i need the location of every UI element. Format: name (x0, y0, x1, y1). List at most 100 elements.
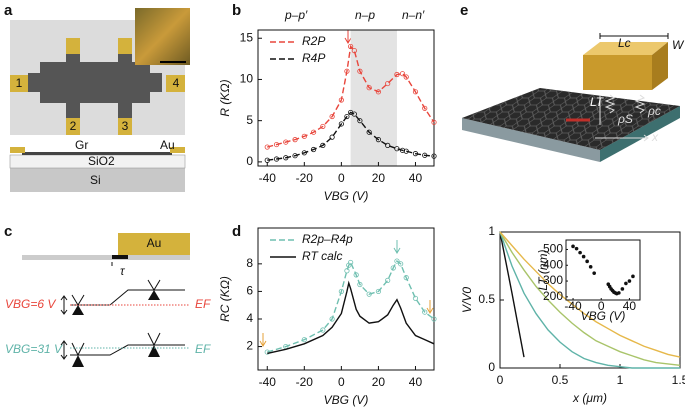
y-tick-label: 2 (246, 339, 253, 353)
data-point (620, 287, 625, 291)
panel-label: a (4, 2, 13, 19)
data-point (571, 244, 575, 249)
y-tick-label: 8 (246, 256, 253, 270)
series-line (499, 231, 680, 369)
y-tick-label: 10 (240, 72, 254, 86)
y-tick-label: 6 (246, 284, 253, 298)
data-point (357, 68, 363, 74)
region-label: n–n′ (402, 8, 425, 22)
data-point (301, 337, 307, 343)
x-tick-label: 1 (617, 373, 624, 387)
data-point (431, 119, 437, 125)
y-tick-label: 15 (240, 30, 254, 44)
dimension-label: W (672, 38, 685, 52)
data-point (617, 291, 621, 295)
layer-label: Si (90, 173, 101, 187)
data-point (357, 281, 363, 288)
legend-label: R2p–R4p (302, 232, 353, 246)
y-axis-label: V/V0 (460, 287, 474, 313)
band-diagram: Au τ VBG=6 V EF VBG=31 V EF (5, 233, 211, 367)
y-axis-label: RC (KΩ) (218, 276, 232, 322)
pad-label: 4 (173, 76, 180, 90)
metal-label: Au (147, 236, 162, 250)
resistivity-label: ρc (647, 104, 661, 118)
data-point (390, 265, 396, 271)
data-point (292, 153, 298, 159)
fermi-label: EF (195, 342, 211, 356)
data-point (344, 113, 350, 120)
data-point (631, 274, 635, 279)
series-line (267, 280, 435, 355)
y-axis-label: R (KΩ) (218, 79, 232, 116)
data-point (403, 275, 409, 281)
data-point (264, 157, 270, 163)
data-point (310, 146, 317, 153)
arrow (259, 333, 267, 347)
data-point (385, 142, 391, 148)
data-point (412, 89, 419, 95)
data-point (301, 133, 307, 139)
data-point (574, 246, 579, 251)
data-point (344, 68, 350, 74)
x-tick-label: 0.5 (552, 373, 569, 387)
data-point (338, 121, 344, 127)
data-point (320, 327, 326, 333)
x-tick-label: 20 (372, 171, 386, 185)
data-point (394, 71, 400, 78)
x-tick-label: 0 (497, 373, 504, 387)
data-point (578, 250, 582, 255)
y-tick-label: 500 (543, 242, 563, 256)
data-point (581, 254, 586, 259)
y-tick-label: 300 (543, 273, 563, 287)
data-point (366, 85, 372, 91)
fermi-label: EF (195, 297, 211, 311)
bias-label: VBG=6 V (5, 297, 56, 311)
y-tick-label: 0 (246, 154, 253, 168)
data-point (385, 277, 391, 283)
data-point (329, 134, 335, 140)
data-point (399, 147, 406, 153)
tau-label: τ (120, 264, 126, 278)
series-line (499, 231, 681, 366)
data-point (366, 129, 372, 135)
layer-label: Gr (75, 138, 88, 152)
data-point (422, 309, 428, 315)
y-tick-label: 1 (488, 224, 495, 238)
region-label: p–p′ (284, 8, 308, 22)
data-point (412, 295, 419, 301)
bias-label: VBG=31 V (5, 342, 63, 356)
data-point (624, 281, 628, 286)
y-axis-label: LT (nm) (536, 249, 550, 290)
data-point (398, 261, 404, 267)
contact-diagram: Lc W LT ρS ρc x (462, 33, 685, 162)
region-label: n–p (355, 8, 375, 22)
data-point (366, 291, 372, 297)
data-point (588, 265, 593, 269)
layer-label: SiO2 (88, 154, 115, 168)
arrow (393, 240, 401, 254)
legend-label: R2P (302, 34, 325, 48)
series-line (499, 231, 681, 358)
data-point (431, 153, 437, 159)
x-tick-label: 0 (598, 299, 605, 313)
layer-label: Au (160, 138, 175, 152)
series-line (267, 260, 435, 353)
pad-label: 1 (16, 76, 23, 90)
resistivity-label: ρS (617, 112, 633, 126)
data-point (422, 152, 428, 158)
y-tick-label: 400 (543, 257, 563, 271)
data-point (264, 144, 270, 150)
x-tick-label: 40 (409, 375, 423, 389)
data-point (310, 129, 317, 135)
data-point (375, 288, 382, 295)
data-point (403, 74, 409, 80)
data-point (412, 151, 419, 157)
data-point (320, 142, 326, 148)
arrow (344, 30, 352, 44)
dimension-label: Lc (618, 36, 631, 50)
data-point (394, 146, 400, 152)
data-point (264, 349, 270, 355)
panel-label: c (4, 223, 12, 240)
data-point (301, 150, 307, 156)
